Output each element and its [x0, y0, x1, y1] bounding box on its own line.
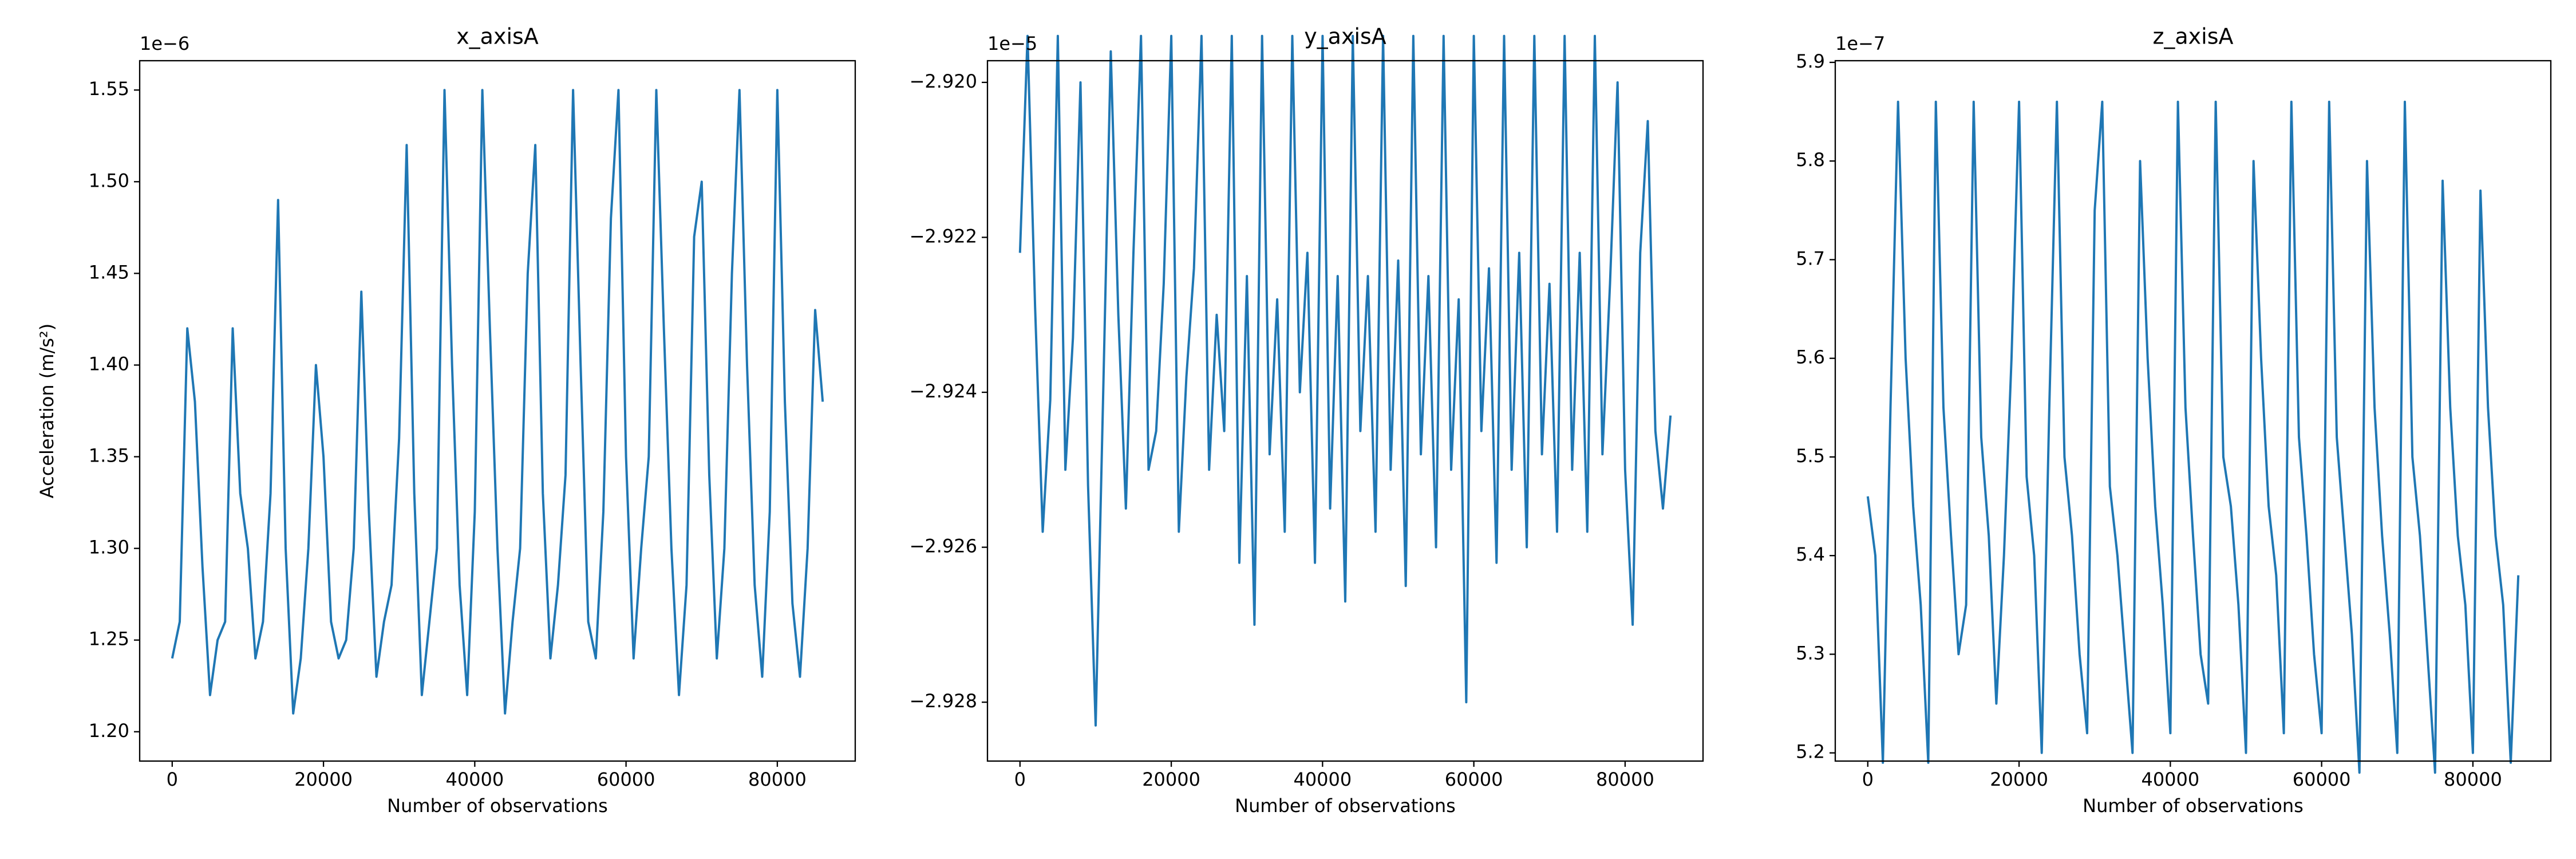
offset-text: 1e−7: [1835, 33, 1885, 54]
y-tick-label: 1.50: [89, 170, 129, 191]
y-tick-label: −2.922: [910, 225, 977, 247]
y-tick-label: 1.20: [89, 720, 129, 742]
y-tick-label: 5.8: [1796, 149, 1825, 171]
x-tick-label: 60000: [2293, 769, 2351, 790]
chart-title: y_axisA: [1304, 24, 1386, 49]
axes-frame: [1834, 60, 2552, 762]
y-tick-label: 5.3: [1796, 642, 1825, 664]
x-tick-label: 20000: [1142, 769, 1200, 790]
y-tick-label: 5.2: [1796, 741, 1825, 763]
chart-title: x_axisA: [456, 24, 539, 49]
y-tick-label: 1.25: [89, 628, 129, 650]
y-tick-label: 1.40: [89, 353, 129, 375]
chart-title: z_axisA: [2152, 24, 2233, 49]
y-tick-label: 5.4: [1796, 543, 1825, 565]
y-axis-label: Acceleration (m/s²): [36, 324, 58, 498]
y-tick-label: −2.924: [910, 380, 977, 402]
data-line: [171, 89, 824, 715]
x-axis-label: Number of observations: [1235, 795, 1456, 817]
x-axis-label: Number of observations: [2083, 795, 2304, 817]
y-tick-label: 1.30: [89, 537, 129, 558]
y-tick-label: −2.928: [910, 690, 977, 712]
x-tick-label: 80000: [1596, 769, 1654, 790]
x-tick-label: 0: [1014, 769, 1026, 790]
data-line: [1018, 34, 1672, 727]
x-axis-label: Number of observations: [387, 795, 608, 817]
x-tick-label: 0: [167, 769, 178, 790]
y-tick-label: −2.926: [910, 535, 977, 557]
y-tick-label: 5.9: [1796, 50, 1825, 72]
x-tick-label: 60000: [597, 769, 655, 790]
data-line: [1866, 100, 2520, 774]
x-tick-label: 40000: [445, 769, 504, 790]
x-tick-label: 60000: [1445, 769, 1503, 790]
y-tick-label: 1.35: [89, 445, 129, 467]
y-tick-label: −2.920: [910, 70, 977, 92]
x-tick-label: 20000: [1990, 769, 2048, 790]
x-tick-label: 80000: [2444, 769, 2502, 790]
x-tick-label: 40000: [2141, 769, 2199, 790]
x-tick-label: 0: [1862, 769, 1874, 790]
x-tick-label: 40000: [1293, 769, 1352, 790]
y-tick-label: 5.5: [1796, 445, 1825, 467]
x-tick-label: 80000: [748, 769, 807, 790]
offset-text: 1e−5: [987, 33, 1037, 54]
offset-text: 1e−6: [140, 33, 189, 54]
y-tick-label: 5.6: [1796, 346, 1825, 368]
y-tick-label: 1.45: [89, 261, 129, 283]
y-tick-label: 5.7: [1796, 247, 1825, 269]
x-tick-label: 20000: [294, 769, 353, 790]
axes-frame: [986, 60, 1704, 762]
y-tick-label: 1.55: [89, 78, 129, 100]
axes-frame: [139, 60, 856, 762]
